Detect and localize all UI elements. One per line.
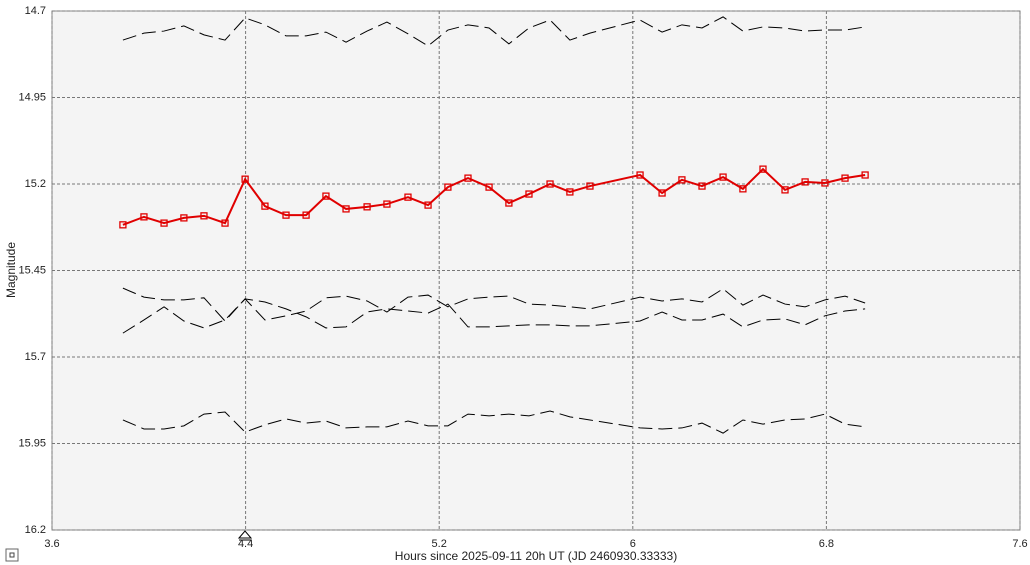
x-tick-label: 6.8 bbox=[819, 538, 834, 550]
data-point bbox=[658, 189, 666, 197]
data-point bbox=[180, 214, 188, 222]
data-point bbox=[821, 179, 829, 187]
data-point bbox=[485, 183, 493, 191]
checkbox-icon bbox=[9, 552, 15, 558]
data-point bbox=[404, 193, 412, 201]
data-point bbox=[160, 219, 168, 227]
x-tick-label: 4.4 bbox=[238, 538, 253, 550]
data-point bbox=[444, 183, 452, 191]
data-point bbox=[282, 211, 290, 219]
data-point bbox=[801, 178, 809, 186]
y-tick-label: 14.7 bbox=[25, 5, 46, 17]
checkbox[interactable] bbox=[5, 548, 19, 562]
x-tick-label: 7.6 bbox=[1012, 538, 1027, 550]
data-point bbox=[342, 205, 350, 213]
data-point bbox=[566, 188, 574, 196]
data-point bbox=[261, 202, 269, 210]
data-point bbox=[241, 175, 249, 183]
data-point bbox=[781, 186, 789, 194]
data-point bbox=[119, 221, 127, 229]
data-point bbox=[322, 192, 330, 200]
data-point bbox=[505, 199, 513, 207]
y-tick-label: 16.2 bbox=[25, 524, 46, 536]
series-line bbox=[122, 410, 866, 434]
y-tick-label: 15.95 bbox=[18, 437, 46, 449]
data-point bbox=[363, 203, 371, 211]
data-point bbox=[200, 212, 208, 220]
data-point bbox=[719, 173, 727, 181]
data-point bbox=[383, 200, 391, 208]
data-point bbox=[140, 213, 148, 221]
data-point bbox=[861, 171, 869, 179]
data-point bbox=[586, 182, 594, 190]
y-tick-label: 15.45 bbox=[18, 264, 46, 276]
y-tick-label: 14.95 bbox=[18, 91, 46, 103]
y-tick-label: 15.2 bbox=[25, 178, 46, 190]
data-point bbox=[678, 176, 686, 184]
data-point bbox=[221, 219, 229, 227]
data-point bbox=[302, 211, 310, 219]
data-point bbox=[739, 185, 747, 193]
x-tick-label: 6 bbox=[630, 538, 636, 550]
data-point bbox=[525, 190, 533, 198]
data-point bbox=[636, 171, 644, 179]
data-point bbox=[759, 165, 767, 173]
data-point bbox=[464, 174, 472, 182]
x-axis-title: Hours since 2025-09-11 20h UT (JD 246093… bbox=[395, 549, 677, 563]
x-tick-label: 3.6 bbox=[44, 538, 59, 550]
cursor-marker bbox=[237, 530, 253, 541]
series-line bbox=[122, 287, 866, 322]
data-point bbox=[546, 180, 554, 188]
data-point bbox=[841, 174, 849, 182]
series-line bbox=[122, 16, 866, 47]
x-tick-label: 5.2 bbox=[432, 538, 447, 550]
y-axis-title: Magnitude bbox=[4, 242, 18, 298]
series-line bbox=[122, 298, 866, 334]
data-point bbox=[424, 201, 432, 209]
y-tick-label: 15.7 bbox=[25, 351, 46, 363]
data-point bbox=[698, 182, 706, 190]
